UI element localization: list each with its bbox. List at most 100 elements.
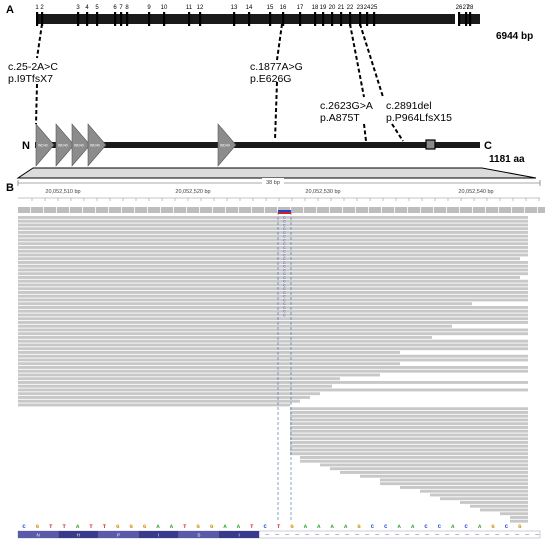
ref-base-28: C bbox=[384, 523, 388, 530]
variant-base-12: C bbox=[283, 258, 286, 262]
ruler-ticks bbox=[31, 198, 540, 201]
exon-tick-9 bbox=[148, 12, 151, 26]
protein-bar bbox=[35, 142, 480, 148]
connector-2b bbox=[274, 81, 278, 141]
codon-4 bbox=[138, 531, 179, 538]
variant-base-21: C bbox=[283, 292, 286, 296]
read-21 bbox=[18, 291, 528, 294]
exon-tick-13 bbox=[233, 12, 236, 26]
exon-number-7: 7 bbox=[119, 5, 123, 11]
read-73 bbox=[400, 486, 528, 489]
exon-number-24: 24 bbox=[364, 5, 371, 11]
read-81 bbox=[510, 516, 528, 519]
exon-tick-27 bbox=[465, 12, 468, 26]
variant-base-25: C bbox=[283, 307, 286, 311]
coverage-track bbox=[18, 207, 545, 214]
wd40-domain-label-2: WD40 bbox=[58, 144, 68, 148]
read-56 bbox=[290, 422, 528, 426]
ref-base-14: G bbox=[197, 523, 201, 530]
zoom-connector bbox=[16, 167, 537, 179]
read-14 bbox=[18, 264, 528, 268]
exon-number-16: 16 bbox=[280, 5, 287, 11]
ref-base-5: A bbox=[76, 523, 80, 530]
amino-acid-2: H bbox=[77, 533, 80, 538]
ref-base-25: A bbox=[344, 523, 348, 530]
read-80 bbox=[500, 512, 528, 516]
read-22 bbox=[18, 294, 528, 298]
mutation-1-cdna: c.25-2A>C bbox=[8, 61, 58, 73]
position-label-3: 20,052,530 bp bbox=[305, 189, 340, 195]
ref-base-1: C bbox=[22, 523, 26, 530]
position-label-4: 20,052,540 bp bbox=[458, 189, 493, 195]
ref-base-23: A bbox=[317, 523, 321, 530]
mutation-2-cdna: c.1877A>G bbox=[250, 61, 303, 73]
variant-base-4: C bbox=[283, 228, 286, 232]
mutation-1-protein: p.I9TfsX7 bbox=[8, 73, 53, 85]
exon-number-1: 1 bbox=[35, 5, 39, 11]
mutation-connectors bbox=[35, 23, 404, 142]
read-53 bbox=[290, 411, 528, 414]
exon-tick-2 bbox=[41, 12, 44, 26]
read-49 bbox=[18, 396, 310, 399]
read-3 bbox=[18, 223, 528, 227]
ref-base-21: G bbox=[290, 523, 294, 530]
c-terminal-domain-box bbox=[425, 139, 436, 150]
read-82 bbox=[510, 519, 528, 523]
exon-number-20: 20 bbox=[329, 5, 336, 11]
ref-base-3: T bbox=[49, 523, 53, 530]
read-19 bbox=[18, 283, 528, 287]
read-76 bbox=[440, 497, 528, 501]
exon-number-11: 11 bbox=[186, 5, 193, 11]
amino-acid-1: N bbox=[36, 533, 39, 538]
read-20 bbox=[18, 287, 528, 291]
variant-base-2: C bbox=[283, 221, 286, 225]
read-25 bbox=[18, 306, 528, 309]
wd40-domain-5 bbox=[217, 123, 237, 167]
read-34 bbox=[18, 339, 528, 343]
coverage-variant-t bbox=[278, 212, 291, 214]
read-7 bbox=[18, 238, 528, 242]
wd40-domain-label-1: WD40 bbox=[38, 144, 48, 148]
amino-acid-3: P bbox=[117, 533, 120, 538]
ref-base-38: G bbox=[518, 523, 522, 530]
position-label-1: 20,052,510 bp bbox=[45, 189, 80, 195]
exon-number-19: 19 bbox=[320, 5, 327, 11]
read-70 bbox=[360, 474, 528, 478]
read-16 bbox=[18, 272, 528, 276]
c-terminus-label: C bbox=[484, 140, 492, 152]
exon-tick-26 bbox=[458, 12, 461, 26]
variant-base-20: C bbox=[283, 288, 286, 292]
connector-4a bbox=[359, 23, 384, 98]
read-39 bbox=[18, 358, 528, 362]
read-68 bbox=[330, 467, 528, 471]
read-43 bbox=[18, 373, 380, 377]
exon-tick-14 bbox=[248, 12, 251, 26]
read-51 bbox=[18, 403, 290, 407]
exon-tick-22 bbox=[349, 12, 352, 26]
exon-number-14: 14 bbox=[246, 5, 253, 11]
read-50 bbox=[18, 399, 300, 403]
variant-base-26: C bbox=[283, 311, 286, 315]
read-71 bbox=[380, 478, 528, 482]
wd40-domain-3 bbox=[71, 123, 91, 167]
read-10 bbox=[18, 249, 528, 253]
read-27 bbox=[18, 313, 528, 317]
variant-base-19: C bbox=[283, 284, 286, 288]
read-60 bbox=[290, 437, 528, 441]
amino-acid-5: S bbox=[197, 533, 200, 538]
exon-number-15: 15 bbox=[267, 5, 274, 11]
ref-base-37: C bbox=[505, 523, 509, 530]
exon-tick-12 bbox=[199, 12, 202, 26]
wd40-domain-1 bbox=[35, 123, 55, 167]
mutation-4-protein: p.P964LfsX15 bbox=[386, 112, 452, 124]
variant-base-18: C bbox=[283, 281, 286, 285]
variant-base-3: C bbox=[283, 224, 286, 228]
read-32 bbox=[18, 332, 528, 336]
read-55 bbox=[290, 418, 528, 422]
read-31 bbox=[18, 328, 528, 332]
ref-base-4: T bbox=[63, 523, 67, 530]
ref-base-12: A bbox=[170, 523, 174, 530]
ref-base-10: G bbox=[143, 523, 147, 530]
exon-number-21: 21 bbox=[338, 5, 345, 11]
